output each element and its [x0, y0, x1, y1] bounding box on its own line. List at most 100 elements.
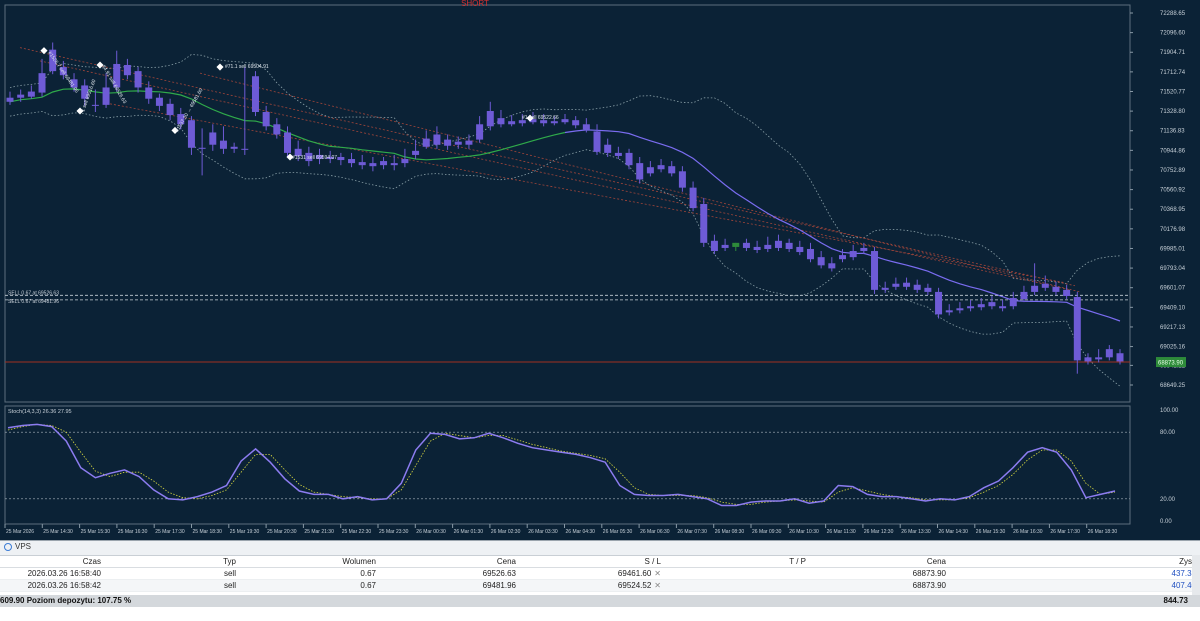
candle-body [262, 112, 270, 127]
trade-marker-5[interactable] [526, 114, 534, 122]
candle-body [913, 284, 921, 290]
candle-body [17, 94, 25, 98]
candle-body [38, 73, 46, 93]
cell-profit: 407.40 [950, 579, 1200, 592]
candle-body [1105, 349, 1113, 358]
col-time[interactable]: Czas [0, 556, 105, 568]
cell-time: 2026.03.26 16:58:40 [0, 567, 105, 580]
candle-body [764, 244, 772, 249]
time-axis-label: 26 Mar 14:30 [939, 529, 969, 535]
trade-marker-6[interactable] [286, 153, 294, 161]
summary-margin-level: 609.90 Poziom depozytu: 107.75 % [0, 596, 132, 605]
col-price[interactable]: Cena [380, 556, 520, 568]
cell-tp [665, 567, 810, 580]
candle-body [561, 119, 569, 123]
trade-label-6: #1531 sell 69594.07 [292, 155, 337, 161]
current-price-label: 68873.90 [1158, 361, 1184, 367]
tab-vps[interactable]: VPS [4, 542, 31, 551]
candle-body [134, 71, 142, 88]
candle-body [123, 64, 131, 76]
price-scale-label: 71712.74 [1160, 70, 1186, 76]
candle-body [166, 103, 174, 116]
table-row[interactable]: 2026.03.26 16:58:42 sell 0.67 69481.96 6… [0, 579, 1200, 592]
time-axis-label: 26 Mar 02:30 [491, 529, 521, 535]
candle-body [326, 156, 334, 160]
candle-body [988, 302, 996, 307]
candle-body [358, 162, 366, 166]
time-axis-label: 25 Mar 16:30 [118, 529, 148, 535]
candle-body [219, 140, 227, 149]
time-axis-label: 26 Mar 15:30 [976, 529, 1006, 535]
price-chart[interactable]: SHORT SELL 0.67 at 69526.63 SELL 0.67 at 6… [0, 0, 1200, 540]
price-scale-label: 69025.16 [1160, 345, 1186, 351]
cell-sl-value: 69461.60 [617, 569, 652, 578]
col-current-price[interactable]: Cena [810, 556, 950, 568]
remove-sl-icon[interactable]: ✕ [654, 581, 661, 590]
price-scale-label: 69601.07 [1160, 286, 1186, 292]
time-axis-label: 25 Mar 22:30 [342, 529, 372, 535]
candle-body [444, 139, 452, 146]
price-scale-label: 70944.86 [1160, 148, 1186, 154]
candle-body [348, 159, 356, 164]
candle-body [529, 119, 537, 123]
candle-body [241, 148, 249, 150]
price-scale-label: 71328.80 [1160, 109, 1186, 115]
price-scale-label: 70752.89 [1160, 168, 1186, 174]
cell-sl: 69461.60 ✕ [520, 567, 665, 580]
table-row[interactable]: 2026.03.26 16:58:40 sell 0.67 69526.63 6… [0, 567, 1200, 580]
candle-body [935, 291, 943, 315]
cell-profit: 437.33 [950, 567, 1200, 580]
candle-body [369, 163, 377, 167]
remove-sl-icon[interactable]: ✕ [654, 569, 661, 578]
candle-body [1063, 289, 1071, 296]
candle-body [903, 282, 911, 287]
candle-body [6, 97, 14, 102]
time-axis-label: 26 Mar 12:30 [864, 529, 894, 535]
candle-body [689, 187, 697, 209]
trade-marker-2[interactable] [216, 63, 224, 71]
time-axis-label: 26 Mar 00:30 [416, 529, 446, 535]
time-axis-label: 25 Mar 17:30 [155, 529, 185, 535]
cell-volume: 0.67 [240, 567, 380, 580]
chart-area[interactable]: SHORT SELL 0.67 at 69526.63 SELL 0.67 at 6… [0, 0, 1200, 540]
candle-body [540, 120, 548, 124]
col-type[interactable]: Typ [105, 556, 240, 568]
time-axis-label: 25 Mar 20:30 [267, 529, 297, 535]
trade-marker-3[interactable] [76, 107, 84, 115]
col-profit[interactable]: Zysk [950, 556, 1200, 568]
candle-body [1041, 283, 1049, 288]
candle-body [806, 248, 814, 260]
candle-body [401, 159, 409, 164]
col-volume[interactable]: Wolumen [240, 556, 380, 568]
candle-body [881, 287, 889, 290]
trend-line-2 [109, 103, 1066, 284]
stoch-scale-label: 0.00 [1160, 519, 1172, 525]
col-tp[interactable]: T / P [665, 556, 810, 568]
candle-body [817, 257, 825, 266]
candle-body [476, 124, 484, 140]
terminal-tab-bar: VPS [0, 541, 1200, 556]
candle-body [187, 120, 195, 148]
time-axis-label: 26 Mar 05:30 [603, 529, 633, 535]
candle-body [967, 306, 975, 309]
col-sl[interactable]: S / L [520, 556, 665, 568]
stoch-scale-label: 100.00 [1160, 408, 1179, 414]
time-axis-label: 25 Mar 23:30 [379, 529, 409, 535]
trade-marker-4[interactable] [171, 126, 179, 134]
candle-body [1084, 357, 1092, 362]
trade-marker-1[interactable] [96, 61, 104, 69]
candle-body [625, 152, 633, 166]
price-scale-label: 72096.60 [1160, 31, 1186, 37]
time-axis-label: 26 Mar 17:30 [1050, 529, 1080, 535]
candle-body [198, 147, 206, 149]
candle-body [70, 79, 78, 88]
candle-body [454, 141, 462, 145]
candle-body [871, 251, 879, 290]
price-pane-frame [4, 4, 1131, 403]
terminal-scrollbar[interactable] [1192, 555, 1200, 595]
trade-label-5: #1 sell 69522.66 [522, 115, 559, 121]
candle-body [828, 263, 836, 269]
tab-vps-label: VPS [15, 542, 32, 551]
cell-current-price: 68873.90 [810, 567, 950, 580]
candle-body [1009, 298, 1017, 307]
